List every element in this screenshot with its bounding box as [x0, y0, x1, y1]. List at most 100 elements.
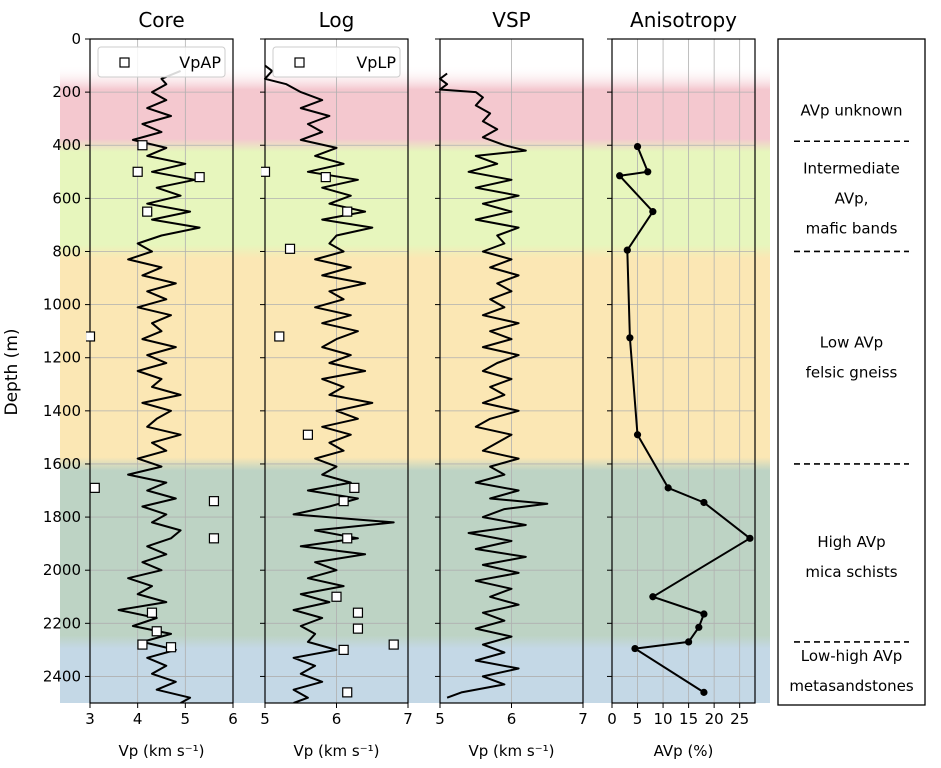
- y-tick-label: 800: [52, 242, 81, 260]
- data-marker: [338, 644, 349, 655]
- data-point: [633, 431, 642, 439]
- data-marker: [142, 206, 153, 217]
- series-line: [117, 69, 201, 703]
- panel-frame: [89, 38, 234, 704]
- zone-band: [60, 39, 770, 703]
- y-tick-label: 2200: [43, 614, 81, 632]
- series-line: [439, 72, 549, 699]
- zone-label: AVp unknown: [800, 102, 902, 120]
- zone-label: Intermediate: [803, 159, 900, 177]
- legend-marker: [294, 57, 305, 68]
- x-tick-label: 4: [133, 710, 143, 728]
- x-tick-label: 3: [85, 710, 95, 728]
- series-line: [264, 64, 395, 703]
- data-point: [649, 208, 657, 216]
- x-tick-label: 5: [260, 710, 270, 728]
- data-marker: [151, 626, 162, 637]
- series-group: [86, 69, 220, 703]
- data-point: [644, 168, 652, 176]
- legend-box: [272, 46, 401, 78]
- data-marker: [320, 172, 331, 183]
- y-tick-label: 0: [71, 30, 81, 48]
- data-point: [700, 498, 708, 507]
- data-point: [685, 638, 693, 646]
- data-marker: [331, 591, 342, 602]
- data-marker: [388, 639, 399, 650]
- data-point: [649, 593, 657, 601]
- data-point: [633, 142, 642, 151]
- panel-title: Anisotropy: [630, 8, 737, 32]
- legend: VpLP: [272, 46, 401, 78]
- zone-label: mica schists: [805, 563, 897, 581]
- zone-label: Low-high AVp: [801, 647, 903, 665]
- data-marker: [208, 496, 220, 507]
- panel-vsp: VSP 5 6 7 Vp (km s⁻¹): [435, 8, 588, 760]
- data-point: [616, 172, 624, 180]
- y-tick-label: 2400: [43, 667, 81, 685]
- zone-label: High AVp: [817, 533, 885, 551]
- series-group: [616, 142, 754, 696]
- data-point: [631, 644, 639, 653]
- y-tick-label: 1200: [43, 349, 81, 367]
- panel-log: Log 5 6 7 Vp (km s⁻¹) VpLP: [260, 8, 413, 760]
- legend-marker: [119, 57, 130, 68]
- legend: VpAP: [97, 46, 226, 78]
- x-axis-label: AVp (%): [654, 742, 714, 760]
- series-line: [618, 146, 751, 694]
- data-point: [700, 610, 708, 618]
- y-tick-label: 200: [52, 83, 81, 101]
- series-group: [439, 72, 549, 699]
- zone-box-frame: [777, 38, 926, 706]
- data-marker: [274, 331, 285, 342]
- data-marker: [165, 642, 177, 653]
- zone-label: metasandstones: [789, 677, 914, 695]
- data-marker: [146, 607, 158, 618]
- legend-label: VpAP: [179, 53, 221, 72]
- data-point: [695, 623, 703, 631]
- y-tick-label: 1800: [43, 508, 81, 526]
- panel-core: Core 3 4 5 6 Vp (km s⁻¹) 0 200 400 600 800 1000 1200…: [43, 8, 238, 760]
- data-marker: [89, 482, 100, 493]
- zone-label: felsic gneiss: [806, 364, 898, 382]
- panel-title: VSP: [492, 8, 530, 32]
- data-marker: [349, 482, 360, 493]
- zone-bands: [60, 39, 770, 703]
- data-marker: [302, 429, 313, 440]
- data-marker: [342, 687, 353, 698]
- zone-legend-box: AVp unknown Intermediate AVp, mafic bands Lo…: [777, 38, 926, 706]
- x-axis-label: Vp (km s⁻¹): [118, 742, 204, 760]
- panel-anisotropy: Anisotropy 0 5 10 15 20 25 AVp (%): [607, 8, 756, 760]
- data-marker: [352, 607, 364, 618]
- data-point: [664, 484, 672, 492]
- data-marker: [338, 496, 349, 507]
- x-tick-label: 10: [654, 710, 673, 728]
- data-marker: [284, 243, 296, 254]
- x-tick-label: 6: [332, 710, 342, 728]
- series-group: [261, 64, 399, 703]
- y-tick-label: 1000: [43, 296, 81, 314]
- panel-title: Log: [319, 8, 355, 32]
- y-tick-label: 2000: [43, 561, 81, 579]
- zone-label: Low AVp: [820, 334, 883, 352]
- data-point: [700, 688, 708, 696]
- data-point: [746, 534, 754, 542]
- panel-frame: [611, 38, 756, 704]
- x-tick-label: 5: [181, 710, 191, 728]
- panel-title: Core: [138, 8, 184, 32]
- grid: [611, 38, 755, 703]
- x-tick-label: 20: [705, 710, 724, 728]
- x-tick-label: 6: [228, 710, 238, 728]
- data-marker: [137, 639, 148, 650]
- data-point: [623, 246, 631, 254]
- zone-label: AVp,: [835, 189, 869, 207]
- y-tick-label: 600: [52, 189, 81, 207]
- data-marker: [342, 533, 353, 544]
- x-tick-label: 5: [435, 710, 445, 728]
- legend-label: VpLP: [356, 53, 396, 72]
- data-marker: [86, 331, 96, 342]
- data-marker: [342, 206, 353, 217]
- data-marker: [208, 533, 220, 544]
- x-tick-label: 5: [633, 710, 643, 728]
